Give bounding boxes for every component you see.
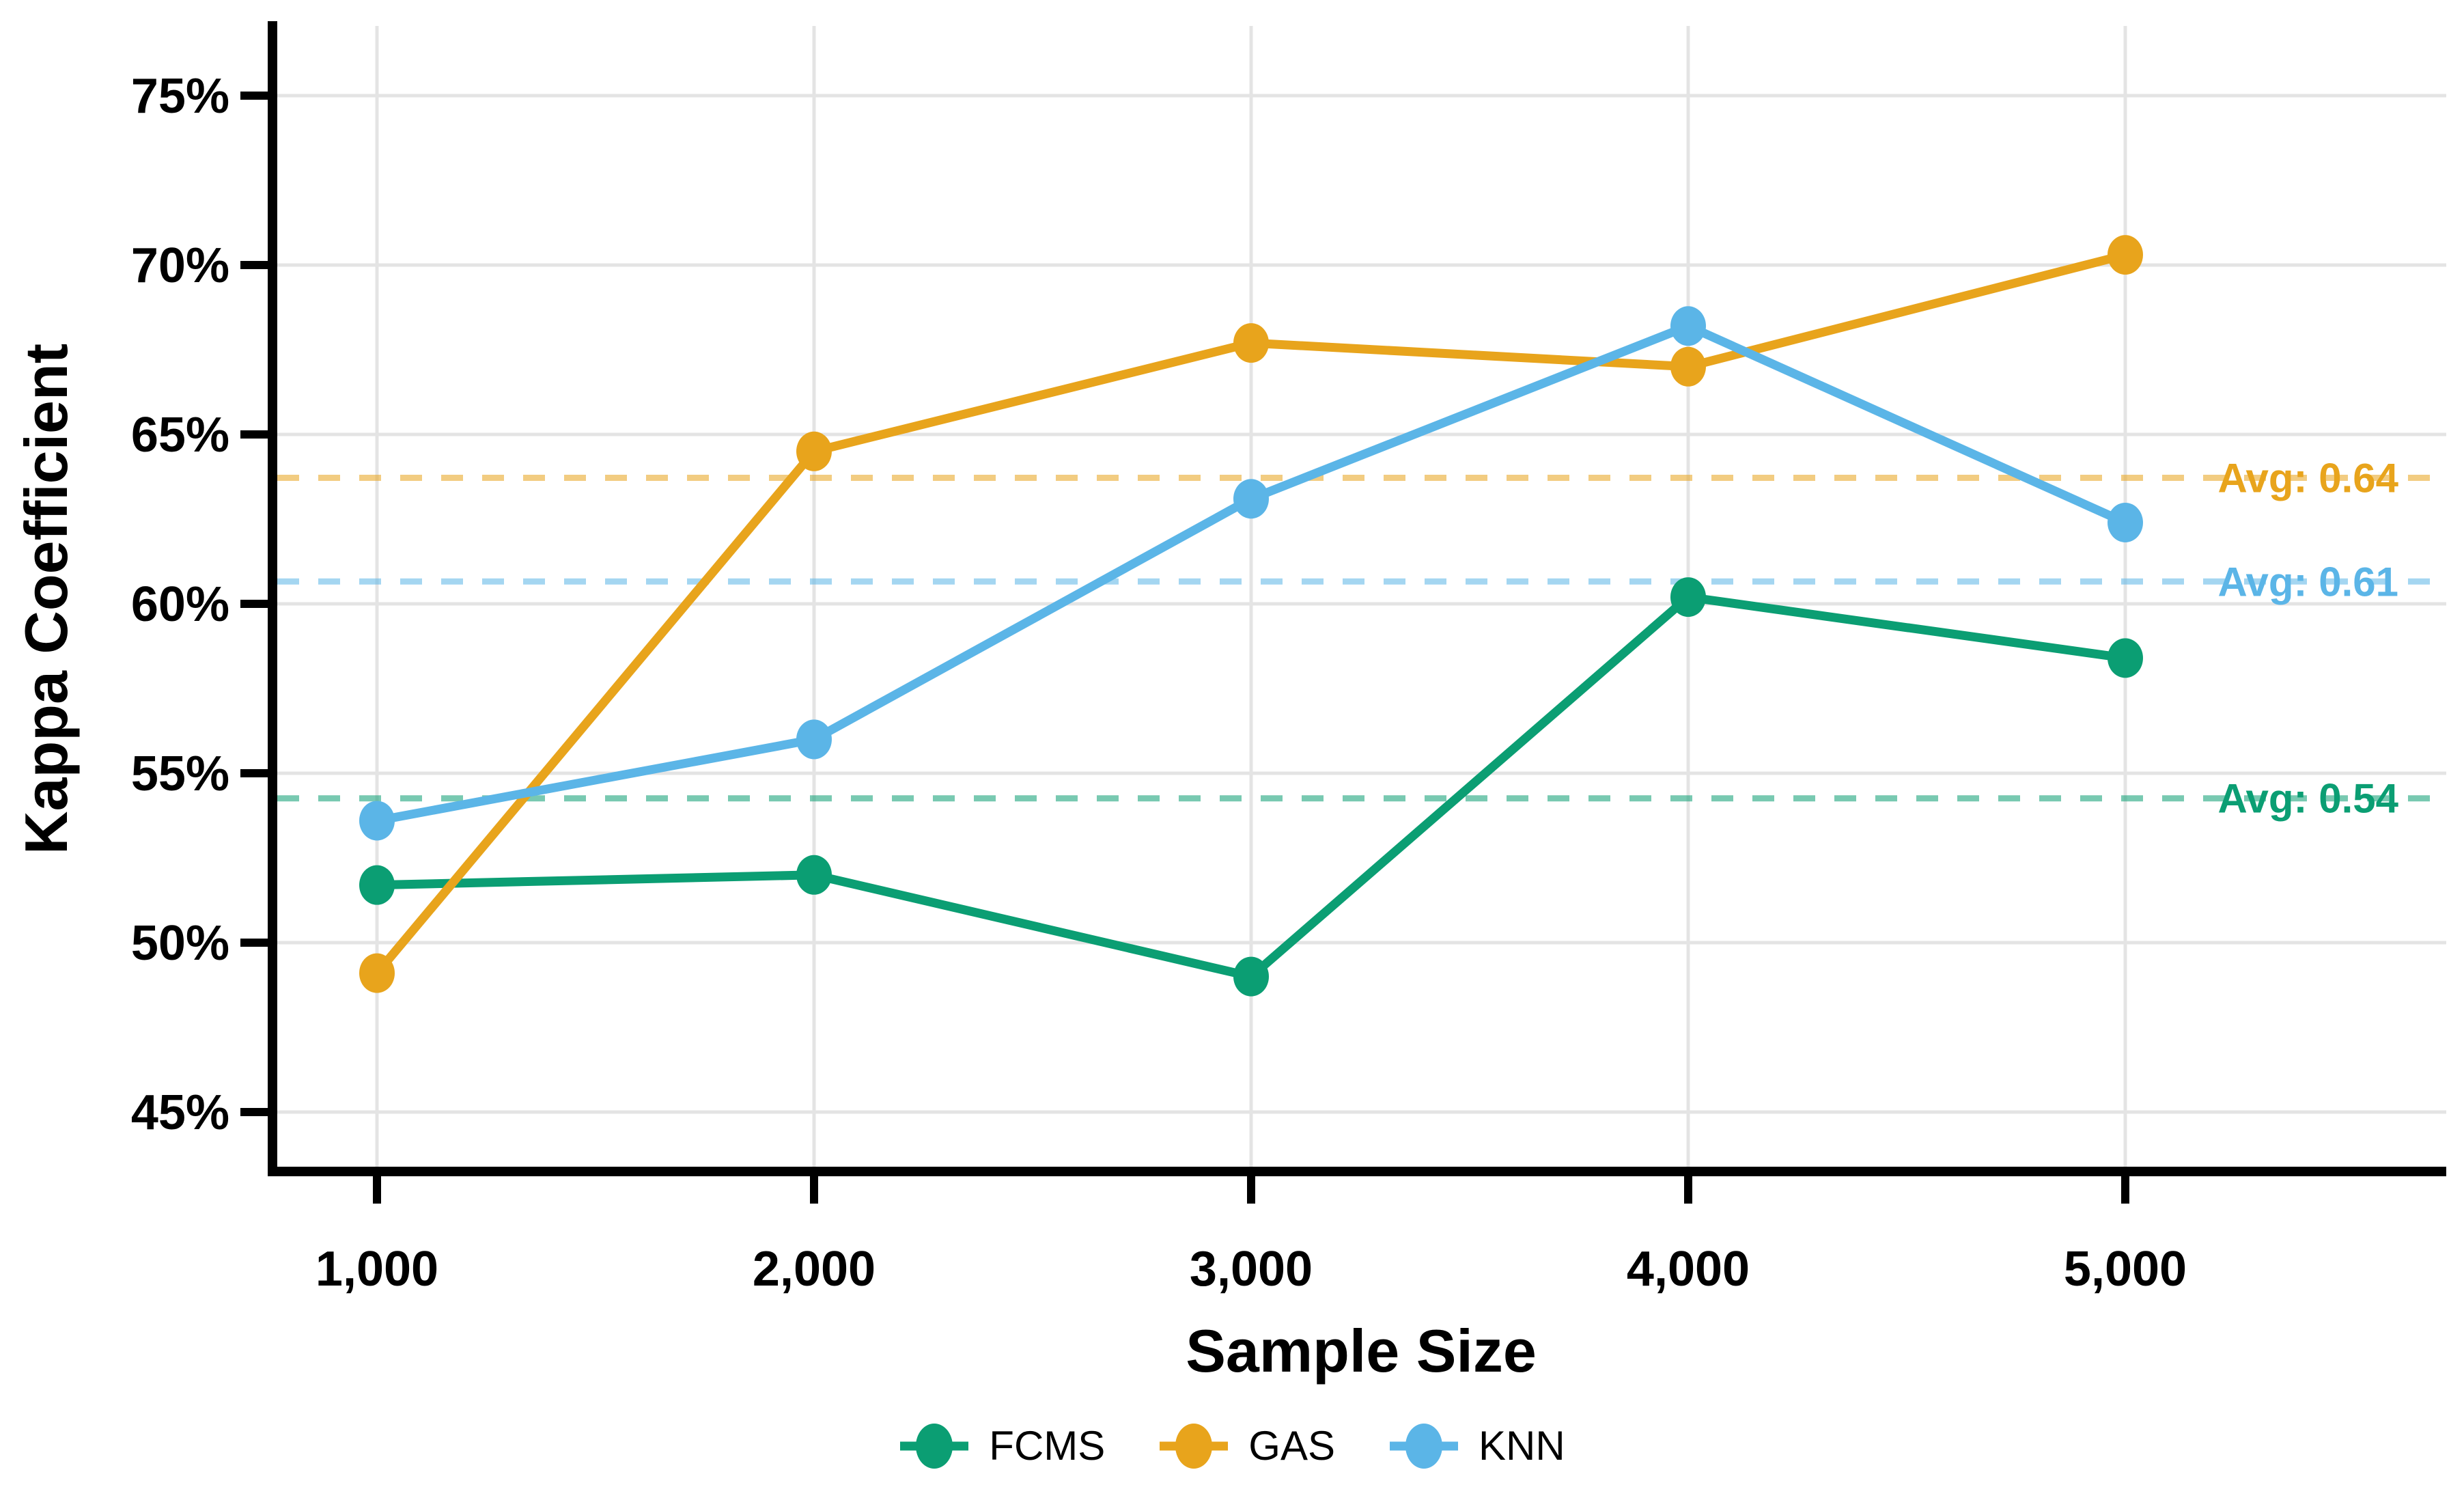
avg-label-FCMS: Avg: 0.54 <box>2217 776 2398 822</box>
axes-layer <box>268 21 2446 1176</box>
legend-item-FCMS: FCMS <box>899 1419 1105 1473</box>
y-tick-label-75: 75% <box>131 69 229 124</box>
x-tick-5000 <box>2121 1176 2129 1204</box>
y-axis-title: Kappa Coefficient <box>12 344 80 855</box>
legend-key-point-KNN <box>1405 1424 1442 1469</box>
x-axis-title: Sample Size <box>1186 1317 1537 1385</box>
x-tick-3000 <box>1247 1176 1255 1204</box>
x-tick-label-2000: 2,000 <box>753 1242 876 1296</box>
avg-label-KNN: Avg: 0.61 <box>2217 559 2398 605</box>
x-tick-label-3000: 3,000 <box>1190 1242 1313 1296</box>
y-tick-55 <box>240 769 268 777</box>
legend-key-icon-GAS <box>1160 1424 1229 1469</box>
data-point-KNN-1000 <box>359 801 395 841</box>
y-tick-label-70: 70% <box>131 238 229 293</box>
y-tick-75 <box>240 92 268 100</box>
y-tick-45 <box>240 1108 268 1116</box>
y-tick-60 <box>240 600 268 608</box>
data-point-FCMS-1000 <box>359 865 395 905</box>
x-tick-label-4000: 4,000 <box>1627 1242 1750 1296</box>
legend-label-FCMS: FCMS <box>989 1423 1106 1469</box>
x-axis-line <box>268 1167 2446 1176</box>
x-tick-1000 <box>373 1176 381 1204</box>
data-point-FCMS-5000 <box>2108 638 2143 678</box>
y-tick-label-50: 50% <box>131 916 229 971</box>
x-tick-label-5000: 5,000 <box>2064 1242 2187 1296</box>
y-tick-label-60: 60% <box>131 577 229 632</box>
legend-key-icon-FCMS <box>900 1424 969 1469</box>
data-point-GAS-5000 <box>2108 235 2143 275</box>
data-point-KNN-4000 <box>1670 306 1706 346</box>
data-point-FCMS-4000 <box>1670 577 1706 618</box>
legend-label-GAS: GAS <box>1248 1423 1335 1469</box>
legend: FCMS GAS KNN <box>0 1409 2464 1484</box>
y-tick-label-45: 45% <box>131 1085 229 1140</box>
legend-item-KNN: KNN <box>1388 1419 1565 1473</box>
y-tick-label-55: 55% <box>131 747 229 801</box>
average-lines-layer <box>277 474 2446 802</box>
y-tick-70 <box>240 261 268 269</box>
y-tick-50 <box>240 939 268 947</box>
legend-key-point-GAS <box>1175 1424 1213 1469</box>
data-point-GAS-1000 <box>359 953 395 993</box>
y-tick-label-65: 65% <box>131 408 229 462</box>
legend-key-icon-KNN <box>1390 1424 1458 1469</box>
avg-label-GAS: Avg: 0.64 <box>2217 455 2398 501</box>
gridlines-layer <box>277 26 2446 1167</box>
series-layer <box>359 235 2143 997</box>
legend-key-point-FCMS <box>916 1424 953 1469</box>
ticks-layer: 45% 50% 55% 60% 65% 70% 75% 1,000 2,000 3,000 4,00… <box>131 69 2187 1296</box>
x-tick-label-1000: 1,000 <box>316 1242 438 1296</box>
data-point-FCMS-2000 <box>796 855 832 895</box>
average-labels-layer: Avg: 0.54 Avg: 0.64 Avg: 0.61 <box>2217 455 2398 821</box>
legend-item-GAS: GAS <box>1158 1419 1335 1473</box>
x-tick-4000 <box>1684 1176 1692 1204</box>
data-point-KNN-5000 <box>2108 502 2143 542</box>
data-point-GAS-4000 <box>1670 346 1706 387</box>
y-tick-65 <box>240 430 268 439</box>
y-axis-line <box>268 21 277 1176</box>
data-point-GAS-2000 <box>796 431 832 471</box>
data-point-KNN-3000 <box>1233 479 1269 519</box>
data-point-KNN-2000 <box>796 719 832 760</box>
legend-label-KNN: KNN <box>1479 1423 1565 1469</box>
x-tick-2000 <box>810 1176 818 1204</box>
data-point-GAS-3000 <box>1233 323 1269 363</box>
data-point-FCMS-3000 <box>1233 956 1269 997</box>
